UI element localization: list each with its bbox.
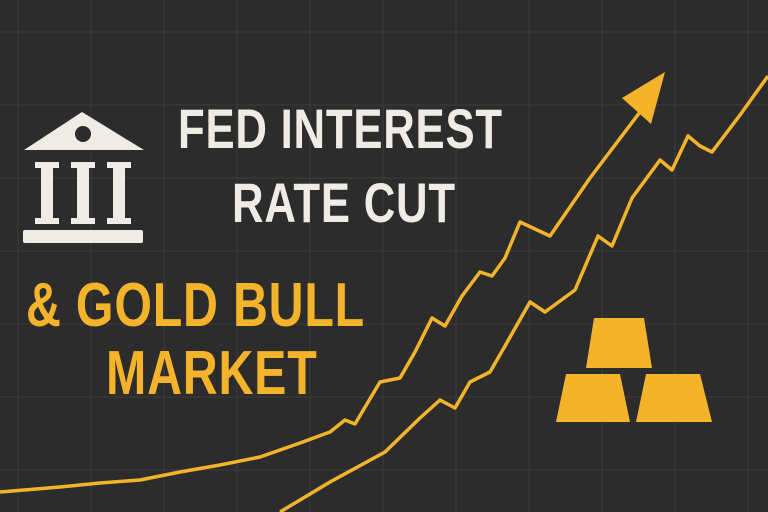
headline-line-1: FED INTEREST xyxy=(178,97,503,160)
bank-building-icon xyxy=(23,112,144,243)
headline-line-3: & GOLD BULL xyxy=(26,271,366,340)
headline-line-2: RATE CUT xyxy=(232,171,456,234)
headline-line-4: MARKET xyxy=(106,339,318,408)
arrow-head-icon xyxy=(622,72,665,124)
trend-line-upper xyxy=(0,110,642,494)
trend-line-lower xyxy=(279,74,768,512)
gold-bars-icon xyxy=(556,318,712,422)
